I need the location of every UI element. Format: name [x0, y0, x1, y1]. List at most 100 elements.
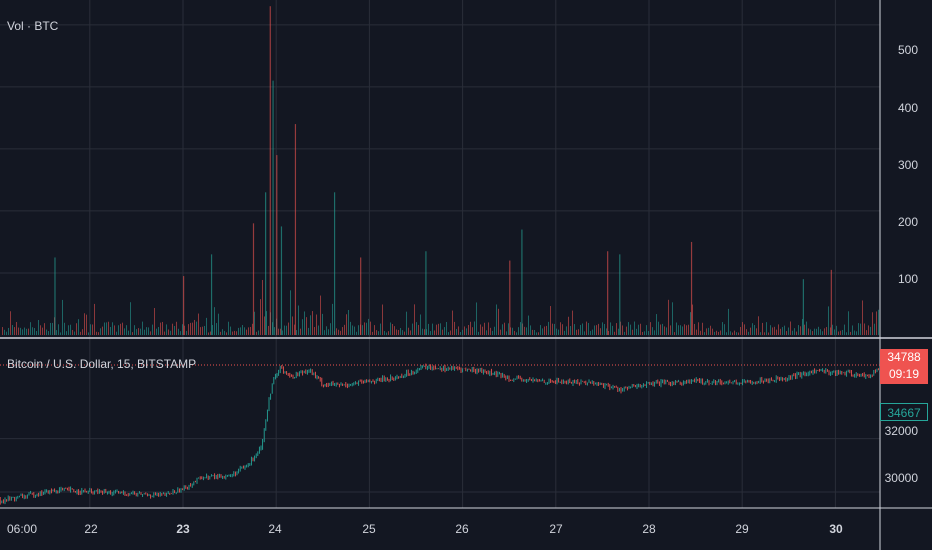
volume-bar [222, 329, 223, 335]
volume-bar [112, 322, 113, 335]
volume-bar [56, 330, 57, 335]
volume-bar [68, 325, 69, 335]
volume-bar [10, 311, 11, 335]
volume-bar [500, 329, 501, 335]
volume-bar [550, 306, 551, 335]
volume-bar [510, 327, 511, 335]
volume-bar [266, 311, 267, 335]
volume-bar [304, 311, 305, 335]
volume-bar [544, 326, 545, 335]
volume-bar [482, 326, 483, 335]
volume-bar [804, 324, 805, 335]
volume-bar [826, 327, 827, 335]
volume-bar [412, 323, 413, 335]
volume-bar [590, 330, 591, 335]
volume-bar [168, 329, 169, 335]
volume-bar [34, 328, 35, 335]
volume-bar [770, 325, 771, 335]
volume-bar [506, 331, 507, 335]
volume-bar [630, 324, 631, 335]
volume-bar [696, 329, 697, 335]
volume-bar [166, 324, 167, 335]
volume-bar [260, 299, 261, 335]
volume-bar [332, 303, 333, 335]
volume-spike [802, 279, 804, 335]
volume-bar [812, 331, 813, 335]
volume-bar [620, 321, 621, 335]
volume-bar [636, 328, 637, 335]
volume-bar [470, 321, 471, 335]
volume-bar [578, 329, 579, 335]
volume-spike [830, 269, 832, 335]
volume-bar [262, 279, 263, 335]
volume-bar [256, 331, 257, 335]
volume-bar [434, 330, 435, 335]
volume-bar [454, 321, 455, 335]
volume-bar [518, 327, 519, 335]
volume-bar [650, 322, 651, 335]
volume-bar [492, 330, 493, 335]
time-axis-24: 24 [268, 522, 282, 536]
volume-bar [824, 328, 825, 335]
volume-bar [574, 324, 575, 335]
volume-bar [116, 331, 117, 335]
volume-bar [226, 332, 227, 335]
volume-bar [532, 329, 533, 335]
volume-bar [540, 325, 541, 335]
volume-bar [734, 330, 735, 335]
volume-bar [126, 325, 127, 335]
volume-bar [268, 325, 269, 335]
volume-bar [568, 316, 569, 335]
volume-bar [834, 329, 835, 335]
volume-bar [326, 326, 327, 335]
volume-bar [446, 321, 447, 335]
volume-bar [74, 331, 75, 335]
volume-bar [820, 329, 821, 335]
volume-spike [252, 223, 255, 335]
volume-bar [84, 313, 85, 335]
volume-bar [42, 327, 43, 335]
volume-bar [542, 328, 543, 335]
volume-bar [596, 325, 597, 335]
volume-bar [722, 322, 723, 335]
volume-bar [26, 328, 27, 335]
volume-bar [874, 323, 875, 335]
volume-bar [198, 313, 199, 335]
volume-bar [330, 323, 331, 335]
volume-bar [610, 322, 611, 335]
symbol-title[interactable]: Bitcoin / U.S. Dollar, 15, BITSTAMP [7, 357, 197, 371]
volume-bar [308, 327, 309, 335]
volume-bar [132, 332, 133, 335]
volume-bar [210, 331, 211, 335]
volume-bar [264, 316, 265, 335]
volume-bar [702, 322, 703, 335]
volume-bar [364, 322, 365, 335]
volume-bar [296, 330, 297, 335]
volume-bar [720, 330, 721, 335]
volume-bar [496, 304, 497, 335]
volume-bar [428, 323, 429, 335]
volume-bar [144, 329, 145, 335]
volume-bar [794, 328, 795, 335]
volume-bar [706, 328, 707, 335]
volume-bar [254, 311, 255, 335]
volume-bar [742, 322, 743, 335]
volume-bar [878, 309, 879, 335]
volume-bar [524, 326, 525, 335]
volume-bar [464, 326, 465, 335]
volume-bar [48, 331, 49, 335]
volume-bar [138, 328, 139, 335]
volume-bar [136, 329, 137, 335]
volume-bar [184, 325, 185, 335]
volume-bar [700, 330, 701, 335]
volume-bar [230, 326, 231, 335]
volume-bar [448, 332, 449, 335]
volume-bar [686, 325, 687, 335]
volume-bar [626, 326, 627, 335]
volume-bar [36, 330, 37, 335]
volume-bar [160, 322, 161, 335]
volume-bar [244, 327, 245, 335]
volume-bar [848, 311, 849, 335]
volume-bar [228, 321, 229, 335]
volume-bar [746, 329, 747, 335]
